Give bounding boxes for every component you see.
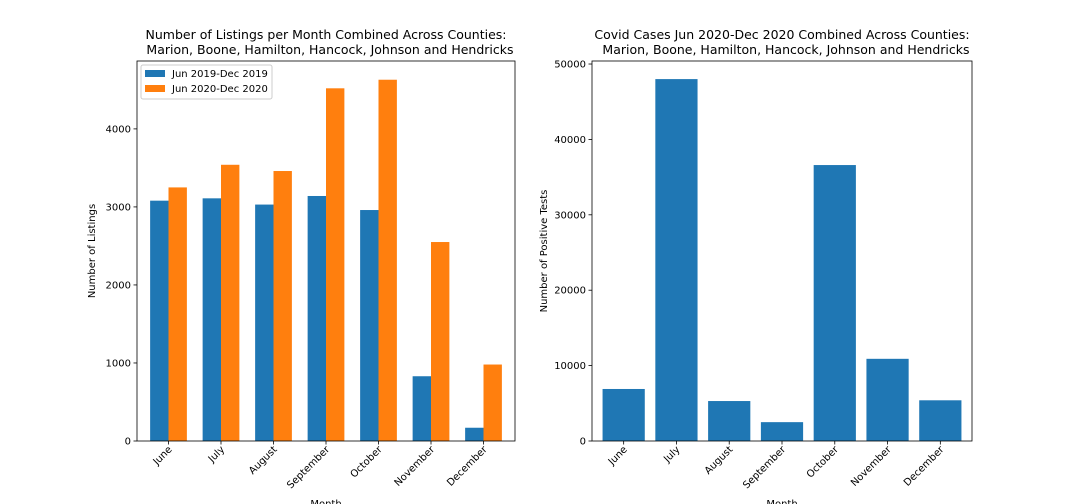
x-tick-label-december: December (902, 444, 947, 489)
x-tick-label-june: June (151, 444, 175, 468)
y-tick-label: 4000 (106, 124, 131, 135)
bar-1-s1-august (255, 204, 274, 441)
bar-2-s1-november (866, 358, 909, 441)
bar-1-s2-october (378, 79, 397, 441)
x-tick-label-december: December (445, 444, 490, 489)
y-tick-label: 3000 (106, 202, 131, 213)
y-tick-label: 30000 (554, 210, 586, 221)
x-tick-label-october: October (349, 444, 386, 481)
x-tick-label-july: July (661, 444, 682, 465)
chart-panel-1: 0 1000 2000 3000 4000 June July August September… (87, 27, 516, 504)
bar-1-s2-june (168, 187, 187, 441)
y-axis-label: Number of Listings (87, 204, 98, 298)
y-axis-label: Number of Positive Tests (539, 190, 550, 313)
legend-swatch-1 (145, 70, 165, 77)
legend-swatch-2 (145, 85, 165, 92)
legend-label-2: Jun 2020-Dec 2020 (171, 84, 268, 95)
bar-1-s1-september (307, 195, 326, 441)
x-axis-label: Month (766, 499, 797, 504)
x-tick-label-june: June (606, 444, 630, 468)
bar-1-s2-november (431, 242, 450, 441)
x-axis-label: Month (310, 499, 341, 504)
bar-2-s1-october (813, 165, 856, 442)
x-tick-label-november: November (393, 444, 438, 489)
bar-1-s1-october (360, 210, 379, 441)
x-tick-label-july: July (206, 444, 227, 465)
legend-label-1: Jun 2019-Dec 2019 (171, 69, 268, 80)
bar-1-s2-september (326, 88, 345, 441)
y-tick-label: 0 (580, 437, 586, 448)
plot-frame-2 (591, 60, 973, 442)
bar-1-s1-december (465, 427, 484, 441)
chart-title: Number of Listings per Month Combined Ac… (138, 27, 513, 57)
chart-title: Covid Cases Jun 2020-Dec 2020 Combined A… (594, 27, 969, 57)
bar-1-s1-november (412, 376, 432, 441)
y-tick-label: 50000 (554, 60, 586, 71)
x-tick-label-august: August (247, 444, 280, 477)
x-tick-label-november: November (849, 444, 894, 489)
x-tick-label-august: August (703, 444, 736, 477)
bar-2-s1-august (708, 401, 751, 441)
bar-1-s2-august (273, 171, 292, 441)
bar-2-s1-july (655, 79, 698, 441)
y-tick-label: 20000 (554, 286, 586, 297)
y-tick-label: 2000 (106, 280, 131, 291)
y-tick-label: 1000 (106, 358, 131, 369)
y-tick-label: 0 (125, 437, 131, 448)
legend-box (140, 64, 273, 100)
y-tick-label: 40000 (554, 135, 586, 146)
bar-2-s1-september (760, 422, 804, 441)
bar-1-s2-july (221, 164, 240, 441)
bar-2-s1-june (602, 388, 645, 441)
x-tick-label-october: October (805, 444, 842, 481)
y-tick-label: 10000 (554, 361, 586, 372)
bar-1-s1-july (202, 198, 222, 441)
bar-1-s2-december (483, 364, 502, 441)
x-tick-label-september: September (285, 444, 332, 491)
x-tick-label-september: September (741, 444, 788, 491)
chart-panel-2: 0 10000 20000 30000 40000 50000 June July August… (539, 27, 973, 504)
bar-1-s1-june (150, 200, 169, 441)
bar-2-s1-december (919, 400, 962, 441)
legend: Jun 2019-Dec 2019 Jun 2020-Dec 2020 (140, 64, 273, 100)
